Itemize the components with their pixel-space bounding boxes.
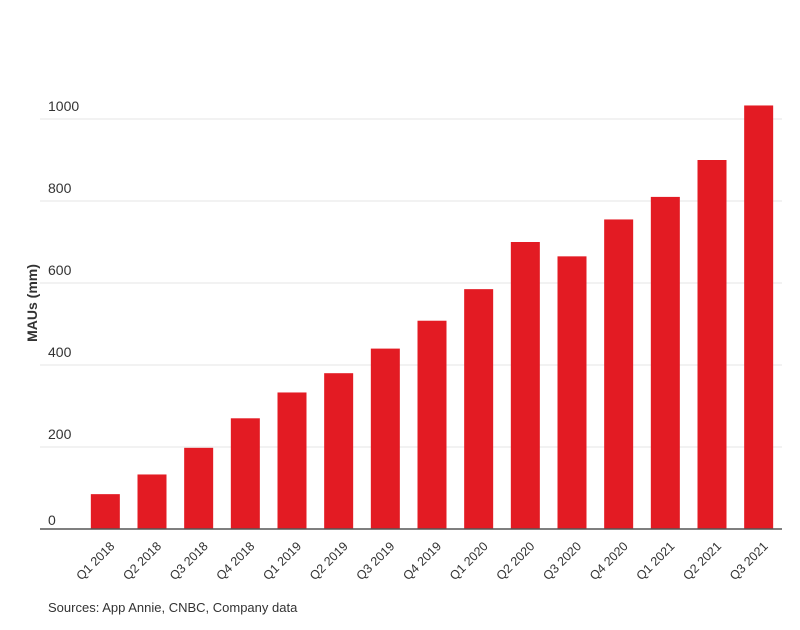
x-tick-label: Q3 2019 (354, 539, 398, 583)
bar (184, 447, 214, 529)
x-tick-labels: Q1 2018 Q2 2018 Q3 2018 Q4 2018 Q1 2019 Q2 20… (74, 539, 771, 583)
bar (557, 256, 587, 529)
x-tick-label: Q1 2019 (260, 539, 304, 583)
bar (324, 373, 354, 529)
x-tick-label: Q2 2018 (120, 539, 164, 583)
bar (650, 196, 680, 529)
bar (90, 494, 120, 529)
x-tick-label: Q2 2019 (307, 539, 351, 583)
x-tick-label: Q2 2021 (680, 539, 724, 583)
bar (417, 320, 447, 529)
y-tick-labels: 0 200 400 600 800 1000 (48, 98, 79, 528)
x-tick-label: Q2 2020 (494, 539, 538, 583)
x-tick-label: Q1 2021 (634, 539, 678, 583)
bars (90, 105, 774, 529)
x-tick-label: Q3 2021 (727, 539, 771, 583)
bar (370, 348, 400, 529)
x-tick-label: Q1 2018 (74, 539, 118, 583)
y-tick-label: 800 (48, 180, 72, 196)
x-tick-label: Q4 2020 (587, 539, 631, 583)
x-tick-label: Q3 2018 (167, 539, 211, 583)
x-tick-label: Q4 2019 (400, 539, 444, 583)
x-tick-label: Q1 2020 (447, 539, 491, 583)
bar (137, 474, 167, 529)
y-tick-label: 200 (48, 426, 72, 442)
y-tick-label: 600 (48, 262, 72, 278)
bar (230, 418, 260, 529)
bar (277, 392, 307, 529)
x-tick-label: Q4 2018 (214, 539, 258, 583)
bar (604, 219, 634, 529)
bar (510, 242, 540, 529)
bar (464, 289, 494, 529)
y-axis-label: MAUs (mm) (24, 264, 40, 342)
source-note: Sources: App Annie, CNBC, Company data (48, 600, 298, 615)
y-tick-label: 0 (48, 512, 56, 528)
bar (697, 160, 727, 529)
bar (744, 105, 774, 529)
x-tick-label: Q3 2020 (540, 539, 584, 583)
y-tick-label: 1000 (48, 98, 79, 114)
y-tick-label: 400 (48, 344, 72, 360)
